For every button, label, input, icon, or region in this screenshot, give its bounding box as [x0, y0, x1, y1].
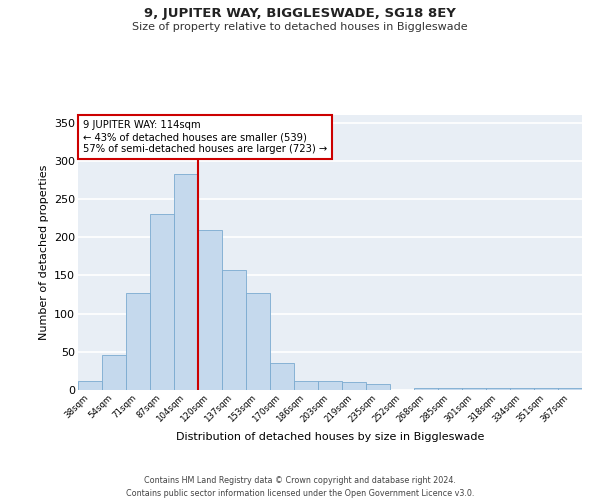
Bar [174, 174, 198, 390]
Text: 9, JUPITER WAY, BIGGLESWADE, SG18 8EY: 9, JUPITER WAY, BIGGLESWADE, SG18 8EY [144, 8, 456, 20]
Text: Contains HM Land Registry data © Crown copyright and database right 2024.
Contai: Contains HM Land Registry data © Crown c… [126, 476, 474, 498]
Bar [126, 293, 150, 390]
Bar [270, 364, 294, 390]
Bar [414, 388, 438, 390]
Bar [558, 388, 582, 390]
Bar [78, 381, 102, 390]
Bar [438, 388, 462, 390]
Bar [318, 381, 342, 390]
Bar [246, 293, 270, 390]
Bar [534, 388, 558, 390]
Text: 9 JUPITER WAY: 114sqm
← 43% of detached houses are smaller (539)
57% of semi-det: 9 JUPITER WAY: 114sqm ← 43% of detached … [83, 120, 327, 154]
Bar [462, 388, 486, 390]
Bar [294, 381, 318, 390]
Bar [198, 230, 222, 390]
Bar [342, 382, 366, 390]
Bar [102, 355, 126, 390]
Text: Size of property relative to detached houses in Biggleswade: Size of property relative to detached ho… [132, 22, 468, 32]
X-axis label: Distribution of detached houses by size in Biggleswade: Distribution of detached houses by size … [176, 432, 484, 442]
Y-axis label: Number of detached properties: Number of detached properties [38, 165, 49, 340]
Bar [222, 270, 246, 390]
Bar [150, 214, 174, 390]
Bar [366, 384, 390, 390]
Bar [486, 388, 510, 390]
Bar [510, 388, 534, 390]
